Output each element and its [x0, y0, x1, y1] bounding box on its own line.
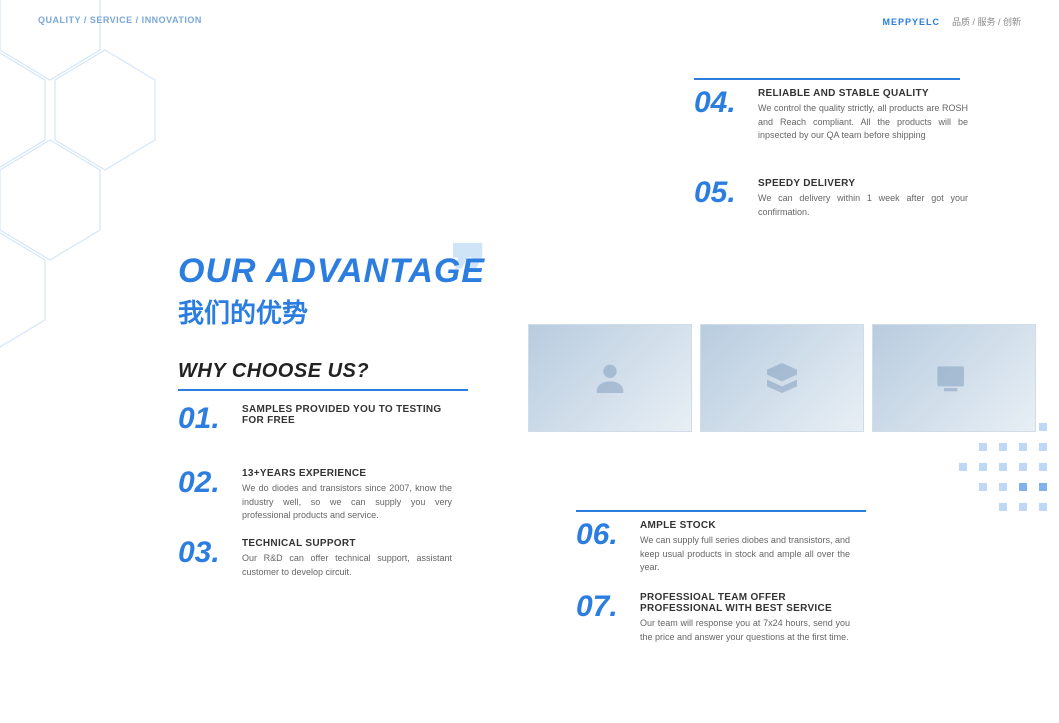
item-number: 01. — [178, 404, 230, 434]
item-title: TECHNICAL SUPPORT — [242, 538, 452, 549]
advantage-item-3: 03. TECHNICAL SUPPORT Our R&D can offer te… — [178, 538, 452, 579]
item-body: We control the quality strictly, all pro… — [758, 102, 968, 143]
item-text: AMPLE STOCK We can supply full series dio… — [640, 520, 850, 575]
title-english: OUR ADVANTAGE — [178, 252, 485, 291]
item-number: 06. — [576, 520, 628, 550]
image-placeholder-1 — [528, 324, 692, 432]
item-title: RELIABLE AND STABLE QUALITY — [758, 88, 968, 99]
image-placeholder-2 — [700, 324, 864, 432]
header-brand-block: MEPPYELC 品质 / 服务 / 创新 — [882, 15, 1021, 28]
item-text: RELIABLE AND STABLE QUALITY We control th… — [758, 88, 968, 143]
header-brand-cn: 品质 / 服务 / 创新 — [952, 15, 1021, 28]
advantage-item-1: 01. SAMPLES PROVIDED YOU TO TESTING FOR F… — [178, 404, 452, 434]
header-tagline: QUALITY / SERVICE / INNOVATION — [38, 15, 202, 25]
item-number: 03. — [178, 538, 230, 568]
section-divider-1 — [694, 78, 960, 80]
item-text: PROFESSIOAL TEAM OFFER PROFESSIONAL WITH… — [640, 592, 850, 644]
item-text: SAMPLES PROVIDED YOU TO TESTING FOR FREE — [242, 404, 452, 429]
item-text: TECHNICAL SUPPORT Our R&D can offer techn… — [242, 538, 452, 579]
bg-dots-pattern — [859, 423, 1059, 623]
item-body: We can supply full series diobes and tra… — [640, 534, 850, 575]
item-text: SPEEDY DELIVERY We can delivery within 1 … — [758, 178, 968, 219]
item-text: 13+YEARS EXPERIENCE We do diodes and tran… — [242, 468, 452, 523]
item-body: We do diodes and transistors since 2007,… — [242, 482, 452, 523]
advantage-item-5: 05. SPEEDY DELIVERY We can delivery within… — [694, 178, 968, 219]
section-divider-2 — [576, 510, 866, 512]
brand-logo-text: MEPPYELC — [882, 17, 940, 27]
advantage-item-4: 04. RELIABLE AND STABLE QUALITY We control… — [694, 88, 968, 143]
item-body: Our team will response you at 7x24 hours… — [640, 617, 850, 644]
item-number: 07. — [576, 592, 628, 622]
title-block: OUR ADVANTAGE 我们的优势 — [178, 252, 485, 330]
item-title: AMPLE STOCK — [640, 520, 850, 531]
item-title: SAMPLES PROVIDED YOU TO TESTING FOR FREE — [242, 404, 452, 426]
item-body: We can delivery within 1 week after got … — [758, 192, 968, 219]
item-title: 13+YEARS EXPERIENCE — [242, 468, 452, 479]
item-body: Our R&D can offer technical support, ass… — [242, 552, 452, 579]
advantage-item-7: 07. PROFESSIOAL TEAM OFFER PROFESSIONAL W… — [576, 592, 850, 644]
item-number: 04. — [694, 88, 746, 118]
advantage-item-6: 06. AMPLE STOCK We can supply full series … — [576, 520, 850, 575]
item-number: 02. — [178, 468, 230, 498]
item-title: SPEEDY DELIVERY — [758, 178, 968, 189]
advantage-item-2: 02. 13+YEARS EXPERIENCE We do diodes and t… — [178, 468, 452, 523]
item-number: 05. — [694, 178, 746, 208]
title-chinese: 我们的优势 — [178, 293, 485, 330]
subtitle-why-choose: WHY CHOOSE US? — [178, 360, 369, 383]
image-strip — [528, 324, 1036, 432]
image-placeholder-3 — [872, 324, 1036, 432]
item-title: PROFESSIOAL TEAM OFFER PROFESSIONAL WITH… — [640, 592, 850, 614]
